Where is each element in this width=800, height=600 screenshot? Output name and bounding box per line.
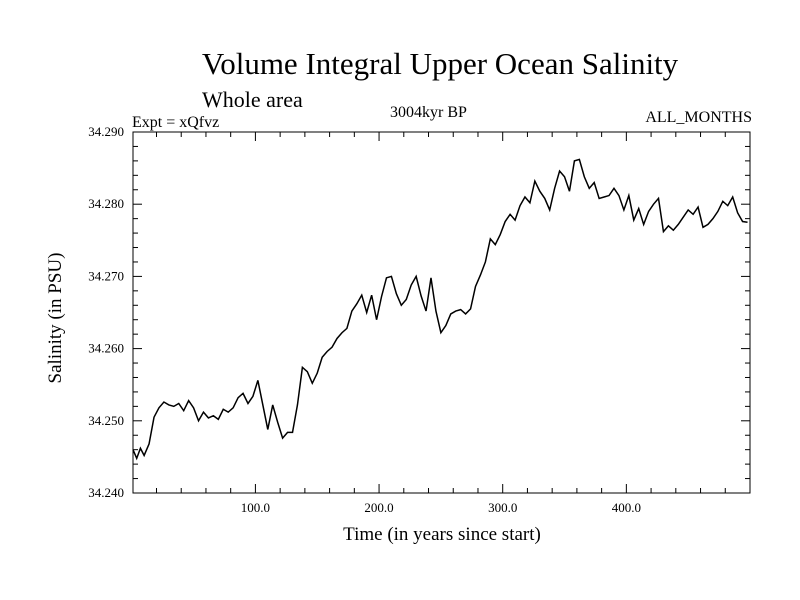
x-tick-label: 100.0 [241,500,270,515]
x-tick-label: 200.0 [364,500,393,515]
y-tick-label: 34.290 [88,124,124,139]
y-tick-label: 34.280 [88,196,124,211]
tick-labels: 34.240 34.250 34.260 34.270 34.280 34.290 100.… [88,124,641,515]
chart-subtitle: Whole area [202,87,303,112]
period-label: 3004kyr BP [390,104,467,121]
y-tick-label: 34.270 [88,268,124,283]
chart-title: Volume Integral Upper Ocean Salinity [201,46,679,81]
plot-frame [132,131,751,494]
months-label: ALL_MONTHS [645,109,752,126]
axis-ticks [133,131,750,494]
y-tick-label: 34.240 [88,485,124,500]
x-tick-label: 400.0 [612,500,641,515]
salinity-series-line [132,158,748,461]
y-tick-label: 34.250 [88,413,124,428]
experiment-label: Expt = xQfvz [132,114,220,131]
x-tick-label: 300.0 [488,500,517,515]
x-axis-label: Time (in years since start) [343,524,541,545]
y-tick-label: 34.260 [88,341,124,356]
